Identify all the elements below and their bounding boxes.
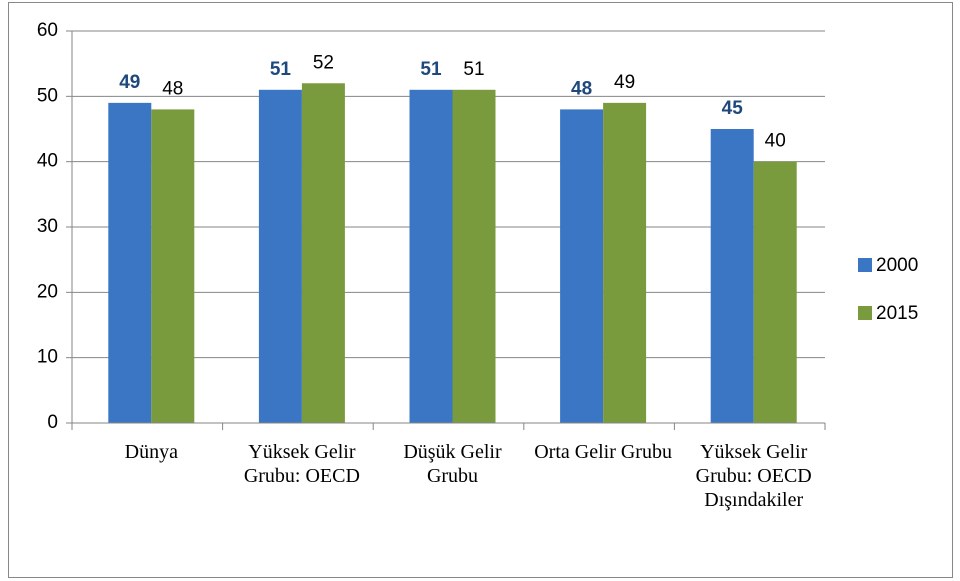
x-tick-label: Düşük Gelir Grubu [403,441,502,487]
bar [258,89,302,424]
bar [753,161,797,423]
bar [560,109,604,424]
legend-swatch [858,306,872,320]
y-tick-label: 10 [37,347,58,368]
data-label: 49 [119,72,140,93]
bar [452,89,496,424]
bar [108,102,152,423]
data-label: 51 [420,59,442,80]
data-label: 52 [313,52,334,73]
data-label: 51 [270,59,292,80]
y-tick-label: 20 [37,281,58,302]
y-tick-label: 60 [37,20,58,41]
x-tick-label: Yüksek Gelir Grubu: OECD [243,441,360,487]
y-tick-label: 30 [37,216,58,237]
data-label: 48 [162,78,183,99]
data-label: 40 [765,131,786,152]
data-label: 48 [571,78,592,99]
x-tick-label: Yüksek Gelir Grubu: OECD Dışındakiler [695,441,812,511]
x-tick-label: Orta Gelir Grubu [534,441,672,463]
legend-label: 2000 [876,255,918,276]
bar [301,83,345,424]
bar [603,102,647,423]
y-tick-label: 0 [47,412,58,433]
y-tick-label: 40 [37,151,58,172]
bar [710,129,754,423]
bar [409,89,453,424]
x-tick-label: Dünya [124,441,178,463]
data-label: 49 [614,72,635,93]
bar [151,109,195,424]
y-tick-label: 50 [37,85,58,106]
legend-label: 2015 [876,303,918,324]
data-label: 51 [463,59,484,80]
data-label: 45 [722,98,744,119]
legend-swatch [858,258,872,272]
